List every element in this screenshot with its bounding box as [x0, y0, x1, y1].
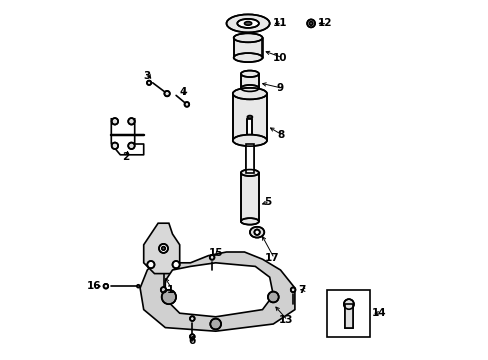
Ellipse shape: [233, 53, 262, 62]
Bar: [232, 94, 266, 140]
Ellipse shape: [306, 19, 314, 27]
Bar: [246, 144, 253, 173]
Ellipse shape: [343, 299, 353, 309]
Polygon shape: [165, 263, 273, 317]
Text: 16: 16: [86, 281, 101, 291]
Text: 14: 14: [371, 308, 386, 318]
Ellipse shape: [128, 118, 134, 125]
Ellipse shape: [162, 247, 165, 250]
Ellipse shape: [162, 290, 176, 304]
Bar: [233, 38, 262, 58]
Text: 4: 4: [179, 87, 186, 97]
Ellipse shape: [111, 118, 118, 125]
Ellipse shape: [147, 261, 154, 268]
Ellipse shape: [137, 285, 140, 288]
Text: 17: 17: [264, 253, 279, 264]
Ellipse shape: [232, 135, 266, 146]
Ellipse shape: [209, 255, 214, 260]
Polygon shape: [143, 223, 179, 274]
Text: 10: 10: [273, 53, 287, 63]
Text: 15: 15: [208, 248, 223, 258]
Ellipse shape: [161, 287, 166, 292]
Text: 11: 11: [273, 18, 287, 28]
Ellipse shape: [241, 170, 258, 176]
Bar: [241, 173, 258, 221]
Ellipse shape: [164, 91, 169, 96]
Ellipse shape: [237, 19, 258, 28]
Ellipse shape: [189, 316, 194, 321]
Ellipse shape: [309, 22, 312, 25]
Ellipse shape: [226, 14, 269, 32]
Ellipse shape: [146, 81, 151, 85]
Ellipse shape: [111, 143, 118, 149]
Ellipse shape: [267, 292, 278, 302]
Ellipse shape: [249, 227, 264, 238]
Ellipse shape: [172, 261, 179, 268]
Text: 3: 3: [143, 71, 151, 81]
Ellipse shape: [254, 230, 259, 235]
Ellipse shape: [290, 287, 295, 292]
Ellipse shape: [241, 71, 258, 77]
Text: 9: 9: [276, 83, 284, 93]
Ellipse shape: [247, 116, 252, 118]
Bar: [241, 74, 258, 88]
Text: 2: 2: [122, 152, 129, 162]
Bar: [247, 119, 252, 144]
Ellipse shape: [210, 319, 221, 329]
Ellipse shape: [103, 284, 108, 289]
Ellipse shape: [244, 22, 251, 25]
Ellipse shape: [159, 244, 168, 253]
Bar: [326, 290, 370, 337]
Text: 6: 6: [188, 336, 196, 346]
Ellipse shape: [233, 33, 262, 42]
Ellipse shape: [189, 334, 194, 339]
Ellipse shape: [184, 102, 189, 107]
Ellipse shape: [232, 88, 266, 99]
Text: 13: 13: [278, 315, 292, 325]
Polygon shape: [140, 252, 294, 331]
Text: 1: 1: [167, 285, 174, 295]
Text: 12: 12: [318, 18, 332, 28]
Ellipse shape: [128, 143, 134, 149]
Text: 5: 5: [264, 197, 271, 207]
Bar: [344, 304, 352, 328]
Text: 8: 8: [276, 130, 284, 140]
Ellipse shape: [241, 218, 258, 225]
Text: 7: 7: [298, 285, 305, 295]
Ellipse shape: [241, 85, 258, 91]
